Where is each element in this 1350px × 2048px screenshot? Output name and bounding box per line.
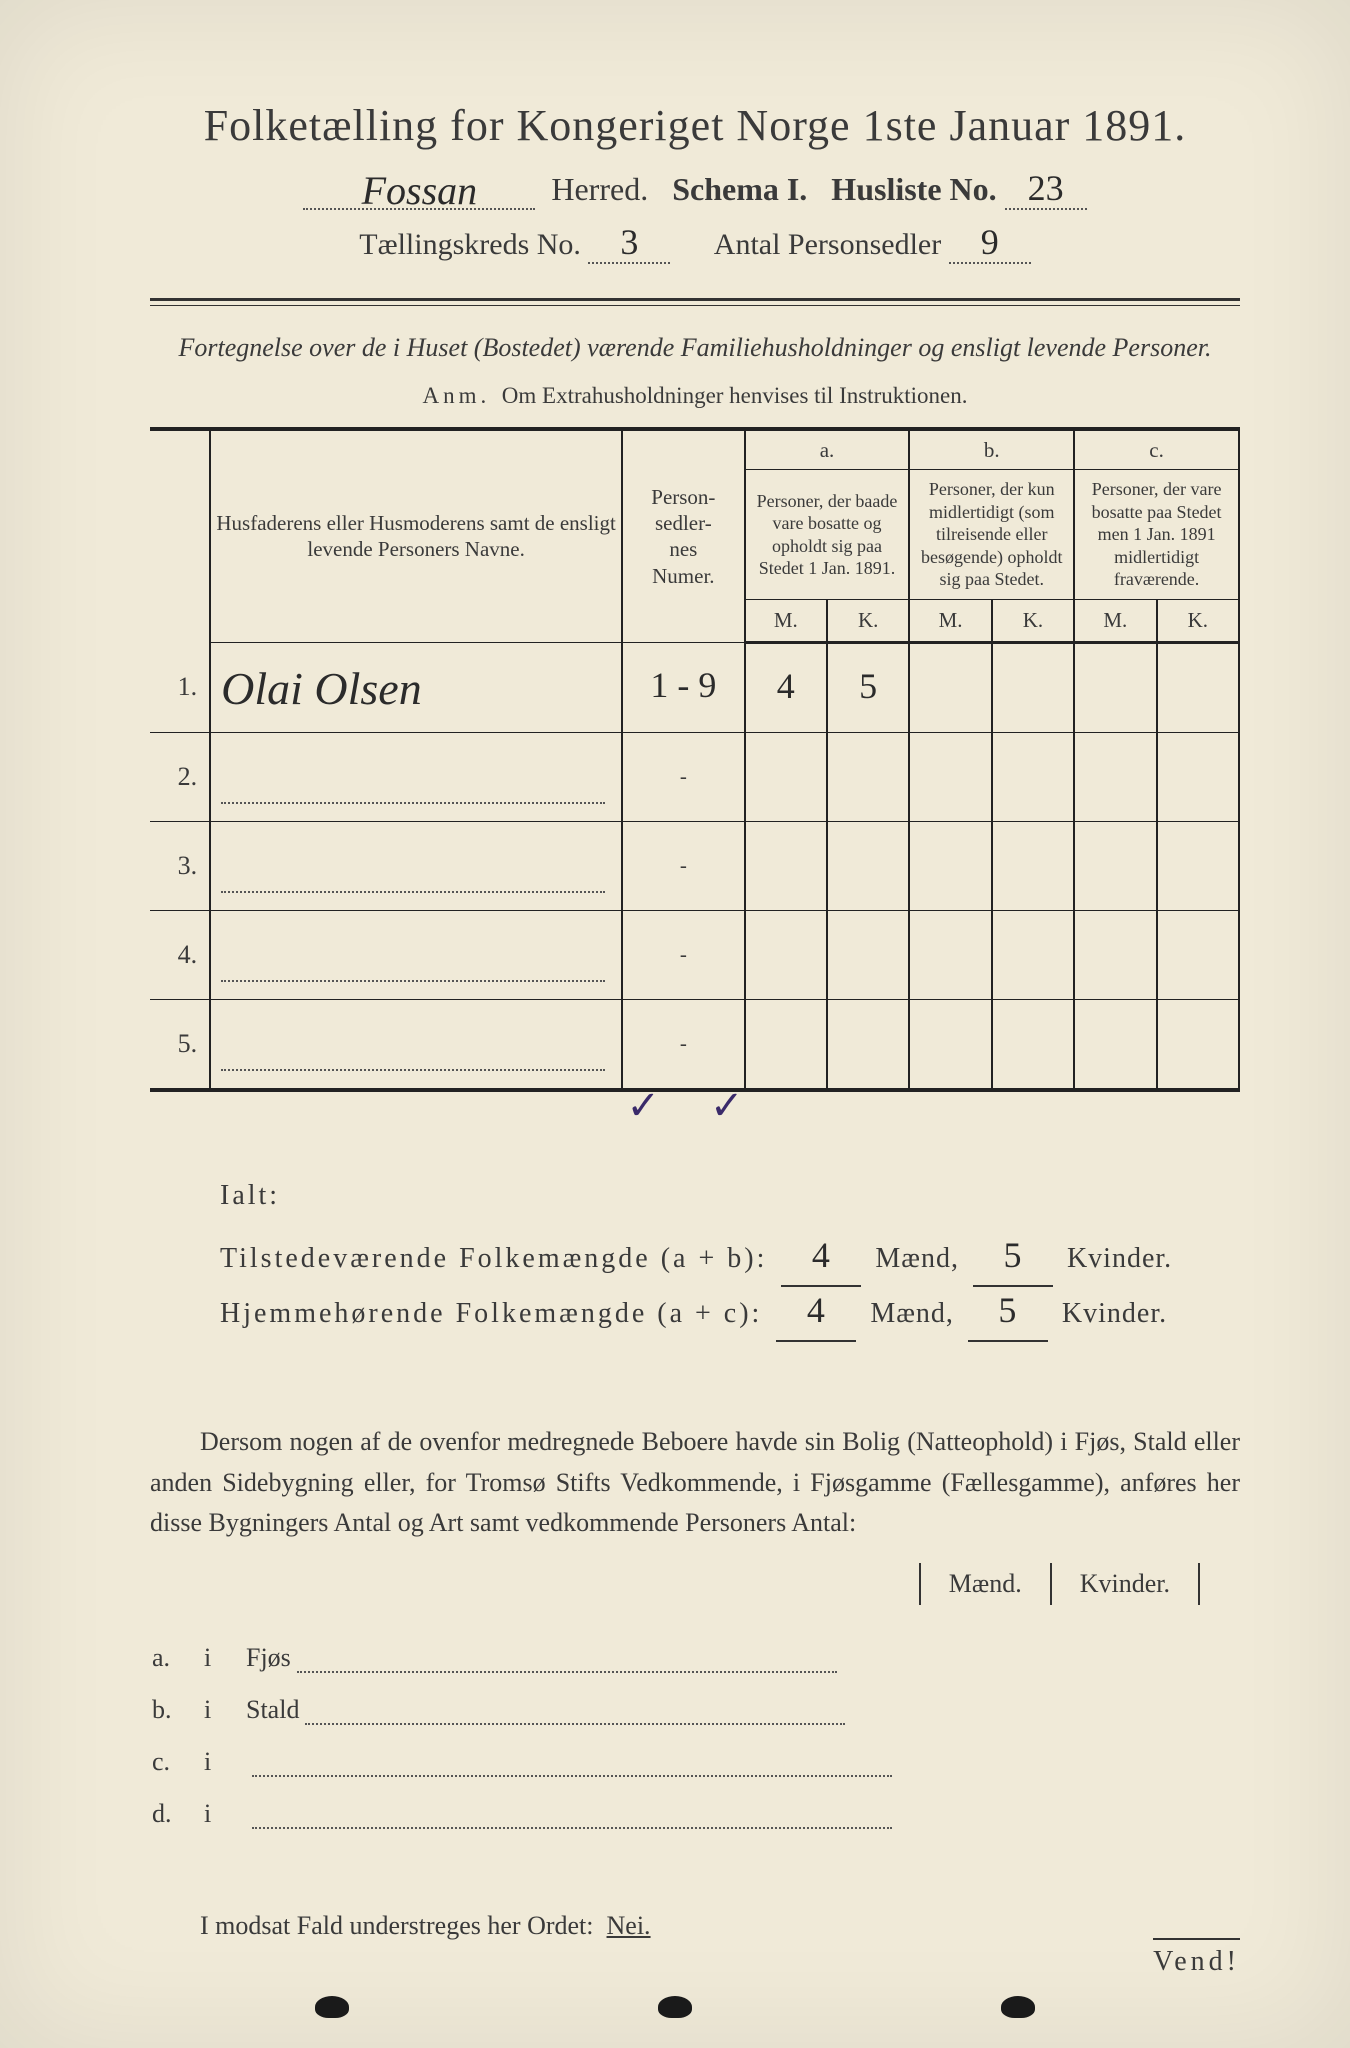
vend-label: Vend! <box>1153 1938 1240 1978</box>
row-b-m <box>909 642 991 732</box>
side-table: a. i Fjøs b. i Stald c. i d. i <box>150 1631 1240 1841</box>
husliste-field: 23 <box>1005 171 1087 210</box>
hole-icon <box>315 1996 349 2018</box>
anm-line: Anm. Om Extrahusholdninger henvises til … <box>150 383 1240 409</box>
instruction-paragraph: Dersom nogen af de ovenfor medregnede Be… <box>150 1422 1240 1543</box>
row-a-m: 4 <box>745 642 827 732</box>
herred-field: Fossan <box>303 171 535 210</box>
kreds-label: Tællingskreds No. <box>359 228 581 261</box>
divider-rule <box>150 298 1240 306</box>
hole-icon <box>1001 1996 1035 2018</box>
hjemme-line: Hjemmehørende Folkemængde (a + c): 4 Mæn… <box>220 1287 1240 1342</box>
col-a-label: a. <box>745 429 910 470</box>
col-b-text: Personer, der kun midlertidigt (som tilr… <box>909 470 1074 600</box>
side-row: a. i Fjøs <box>152 1633 1238 1683</box>
col-names-header: Husfaderens eller Husmoderens samt de en… <box>210 429 622 642</box>
check-marks: ✓ ✓ <box>150 1082 1240 1129</box>
anm-label: Anm. <box>423 383 491 408</box>
side-row: d. i <box>152 1789 1238 1839</box>
side-header: Mænd. Kvinder. <box>150 1563 1240 1605</box>
totals-block: Ialt: Tilstedeværende Folkemængde (a + b… <box>150 1169 1240 1343</box>
binder-holes <box>0 1996 1350 2018</box>
table-row: 1. Olai Olsen 1 - 9 4 5 <box>150 642 1239 732</box>
antal-label: Antal Personsedler <box>714 228 941 261</box>
row-c-k <box>1157 642 1239 732</box>
husliste-label: Husliste No. <box>831 171 996 207</box>
header-line-2: Fossan Herred. Schema I. Husliste No. 23 <box>150 171 1240 210</box>
col-a-text: Personer, der baade vare bosatte og opho… <box>745 470 910 600</box>
col-a-k: K. <box>827 599 909 642</box>
table-row: 2. - <box>150 732 1239 821</box>
side-row: c. i <box>152 1737 1238 1787</box>
col-b-label: b. <box>909 429 1074 470</box>
nei-line: I modsat Fald understreges her Ordet: Ne… <box>150 1911 1240 1941</box>
census-form-page: Folketælling for Kongeriget Norge 1ste J… <box>0 0 1350 2048</box>
col-b-k: K. <box>992 599 1074 642</box>
table-row: 3. - <box>150 821 1239 910</box>
antal-value: 9 <box>981 222 999 262</box>
col-a-m: M. <box>745 599 827 642</box>
kreds-value: 3 <box>620 222 638 262</box>
hole-icon <box>658 1996 692 2018</box>
row-b-k <box>992 642 1074 732</box>
header-line-3: Tællingskreds No. 3 Antal Personsedler 9 <box>150 228 1240 264</box>
ialt-label: Ialt: <box>220 1169 1240 1222</box>
herred-value: Fossan <box>362 168 478 213</box>
side-row: b. i Stald <box>152 1685 1238 1735</box>
col-numer-header: Person- sedler- nes Numer. <box>622 429 744 642</box>
side-head-k: Kvinder. <box>1050 1563 1200 1605</box>
col-c-text: Personer, der vare bosatte paa Stedet me… <box>1074 470 1239 600</box>
census-table: Husfaderens eller Husmoderens samt de en… <box>150 427 1240 1092</box>
table-row: 5. - <box>150 999 1239 1090</box>
col-c-k: K. <box>1157 599 1239 642</box>
col-b-m: M. <box>909 599 991 642</box>
herred-label: Herred. <box>551 171 648 207</box>
col-c-label: c. <box>1074 429 1239 470</box>
row-c-m <box>1074 642 1156 732</box>
nei-word: Nei. <box>607 1911 651 1940</box>
row-numer: 1 - 9 <box>622 642 744 732</box>
page-title: Folketælling for Kongeriget Norge 1ste J… <box>150 100 1240 151</box>
schema-label: Schema I. <box>672 171 807 207</box>
table-row: 4. - <box>150 910 1239 999</box>
row-a-k: 5 <box>827 642 909 732</box>
col-c-m: M. <box>1074 599 1156 642</box>
row-number: 1. <box>150 642 210 732</box>
anm-text: Om Extrahusholdninger henvises til Instr… <box>502 383 968 408</box>
form-subtitle: Fortegnelse over de i Huset (Bostedet) v… <box>150 330 1240 365</box>
antal-field: 9 <box>949 228 1031 264</box>
table-body: 1. Olai Olsen 1 - 9 4 5 2. - 3. <box>150 642 1239 1090</box>
side-head-m: Mænd. <box>919 1563 1050 1605</box>
row-name: Olai Olsen <box>210 642 622 732</box>
tilstede-line: Tilstedeværende Folkemængde (a + b): 4 M… <box>220 1232 1240 1287</box>
kreds-field: 3 <box>588 228 670 264</box>
husliste-value: 23 <box>1028 168 1064 208</box>
